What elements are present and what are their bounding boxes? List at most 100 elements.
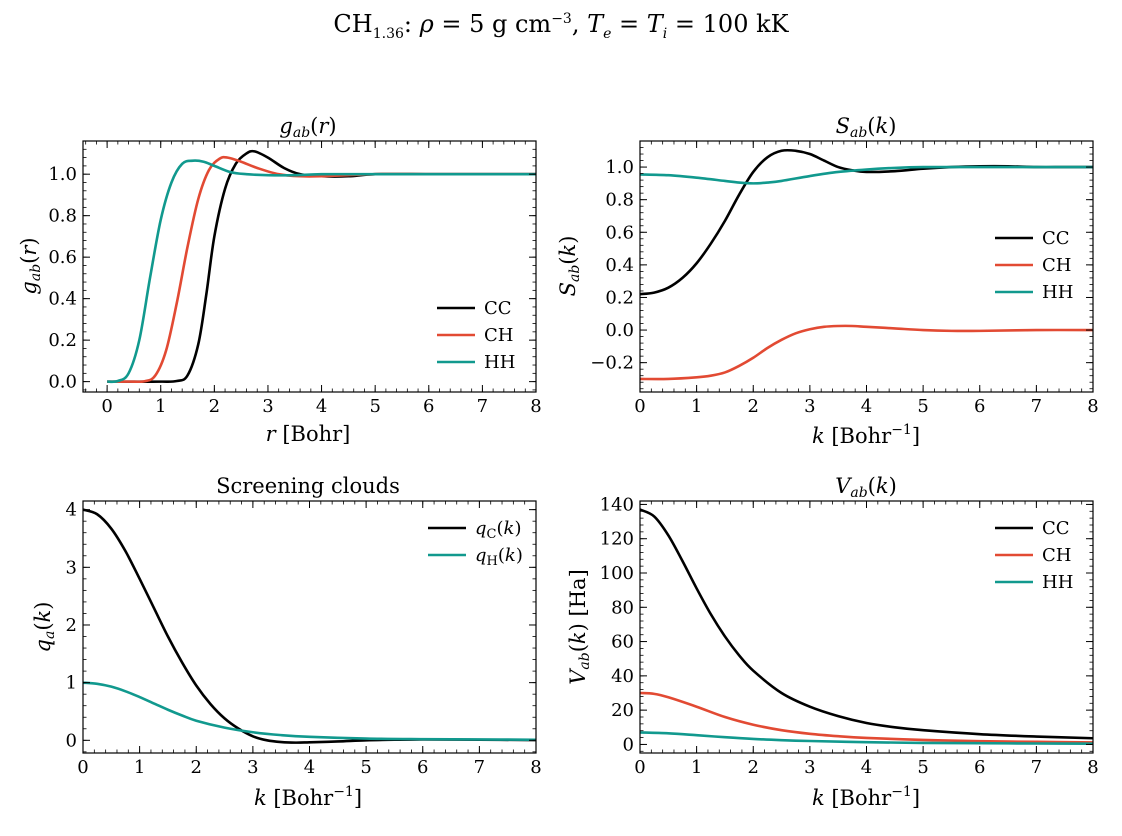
ytick-label-g: 0.8: [48, 206, 77, 227]
legend-label: qC(k): [475, 518, 521, 542]
xtick-label-s: 4: [861, 396, 872, 417]
legend-label: HH: [1042, 572, 1073, 593]
legend-label: CH: [484, 325, 513, 346]
ylabel-s: Sab(k): [556, 236, 583, 297]
xtick-label-s: 1: [691, 396, 702, 417]
legend-q: qC(k) qH(k): [428, 518, 523, 569]
xtick-label-g: 6: [423, 396, 434, 417]
xlabel-v: k [Bohr−1]: [812, 784, 920, 810]
axes-frame-q: [82, 500, 537, 754]
xtick-label-q: 6: [417, 757, 428, 778]
xlabel-q: k [Bohr−1]: [254, 784, 362, 810]
xtick-label-v: 3: [804, 757, 815, 778]
series-line-g-hh: [107, 159, 536, 384]
ytick-label-q: 1: [66, 673, 77, 694]
ytick-label-v: 120: [600, 529, 634, 550]
panel-title-s: Sab(k): [836, 114, 897, 141]
ylabel-v: Vab(k) [Ha]: [566, 569, 593, 685]
ytick-label-q: 0: [66, 730, 77, 751]
ylabel-q: qa(k): [31, 602, 58, 653]
xtick-label-q: 1: [134, 757, 145, 778]
ytick-label-s: 0.0: [605, 320, 634, 341]
xtick-label-q: 3: [247, 757, 258, 778]
series-line-v-cc: [640, 508, 1093, 740]
ytick-label-q: 3: [66, 557, 77, 578]
xtick-label-v: 2: [748, 757, 759, 778]
xtick-label-s: 7: [1031, 396, 1042, 417]
ytick-label-s: 0.6: [605, 222, 634, 243]
panel-title-g: gab(r): [279, 114, 336, 141]
xtick-label-s: 6: [974, 396, 985, 417]
xtick-label-q: 7: [474, 757, 485, 778]
panel-s: 0 1 2 3 4 5 6 7 8 −0.2 0.0 0.2 0.4 0.6 0.8 1.0 CC CH HH: [590, 140, 1099, 417]
xtick-label-s: 8: [1087, 396, 1098, 417]
xtick-label-s: 2: [748, 396, 759, 417]
series-line-q-qck: [83, 508, 536, 744]
xtick-label-s: 5: [917, 396, 928, 417]
panel-g: 0 1 2 3 4 5 6 7 8 0.0 0.2 0.4 0.6 0.8 1.0 CC CH HH: [48, 140, 542, 417]
ytick-label-v: 20: [611, 700, 634, 721]
ytick-label-v: 80: [611, 597, 634, 618]
xlabel-s: k [Bohr−1]: [812, 422, 920, 448]
axes-frame-g: [82, 140, 537, 393]
xtick-label-v: 8: [1087, 757, 1098, 778]
legend-g: CC CH HH: [437, 298, 515, 373]
xtick-label-q: 5: [360, 757, 371, 778]
xtick-label-q: 8: [530, 757, 541, 778]
series-line-v-hh: [640, 731, 1093, 745]
ytick-label-g: 0.6: [48, 247, 77, 268]
legend-label: CC: [484, 298, 512, 319]
xtick-label-g: 8: [530, 396, 541, 417]
ytick-label-q: 4: [66, 500, 77, 521]
legend-label: CC: [1042, 518, 1070, 539]
xtick-label-g: 7: [477, 396, 488, 417]
ytick-label-g: 1.0: [48, 164, 77, 185]
xtick-label-q: 0: [77, 757, 88, 778]
plot-layer: 0 1 2 3 4 5 6 7 8 0.0 0.2 0.4 0.6 0.8 1.0 CC CH HH 0 1 2 3 4 5 6…: [48, 140, 1099, 778]
xtick-label-s: 0: [634, 396, 645, 417]
legend-label: CH: [1042, 255, 1071, 276]
legend-label: HH: [1042, 282, 1073, 303]
legend-v: CC CH HH: [995, 518, 1073, 593]
xtick-label-v: 0: [634, 757, 645, 778]
xtick-label-v: 4: [861, 757, 872, 778]
ytick-label-v: 0: [623, 734, 634, 755]
ytick-label-g: 0.0: [48, 372, 77, 393]
series-line-g-ch: [107, 155, 536, 384]
series-line-s-ch: [640, 324, 1093, 381]
xtick-label-v: 6: [974, 757, 985, 778]
xlabel-g: r [Bohr]: [266, 422, 351, 446]
series-line-q-qhk: [83, 681, 536, 742]
xtick-label-q: 2: [191, 757, 202, 778]
xtick-label-g: 5: [369, 396, 380, 417]
xtick-label-v: 5: [917, 757, 928, 778]
xtick-label-g: 3: [262, 396, 273, 417]
xtick-label-g: 0: [101, 396, 112, 417]
ytick-label-v: 60: [611, 632, 634, 653]
ytick-label-g: 0.4: [48, 289, 77, 310]
ytick-label-v: 140: [600, 494, 634, 515]
xtick-label-v: 7: [1031, 757, 1042, 778]
xtick-label-g: 1: [155, 396, 166, 417]
legend-label: CH: [1042, 545, 1071, 566]
panel-title-v: Vab(k): [835, 474, 897, 501]
ytick-label-s: 0.2: [605, 287, 634, 308]
xtick-label-g: 4: [316, 396, 327, 417]
ytick-label-s: −0.2: [590, 353, 634, 374]
figure-suptitle: CH1.36: ρ = 5 g cm−3, Te = Ti = 100 kK: [333, 10, 789, 42]
xtick-label-q: 4: [304, 757, 315, 778]
ytick-label-v: 40: [611, 666, 634, 687]
legend-label: CC: [1042, 228, 1070, 249]
ytick-label-s: 1.0: [605, 157, 634, 178]
legend-label: qH(k): [475, 545, 523, 569]
panel-title-q: Screening clouds: [216, 474, 400, 498]
legend-label: HH: [484, 352, 515, 373]
legend-s: CC CH HH: [995, 228, 1073, 303]
axes-frame-v: [639, 500, 1094, 754]
xtick-label-g: 2: [209, 396, 220, 417]
panel-q: 0 1 2 3 4 5 6 7 8 0 1 2 3 4 qC(k) qH(k): [66, 500, 542, 778]
series-line-v-ch: [640, 691, 1093, 744]
ytick-label-s: 0.8: [605, 190, 634, 211]
